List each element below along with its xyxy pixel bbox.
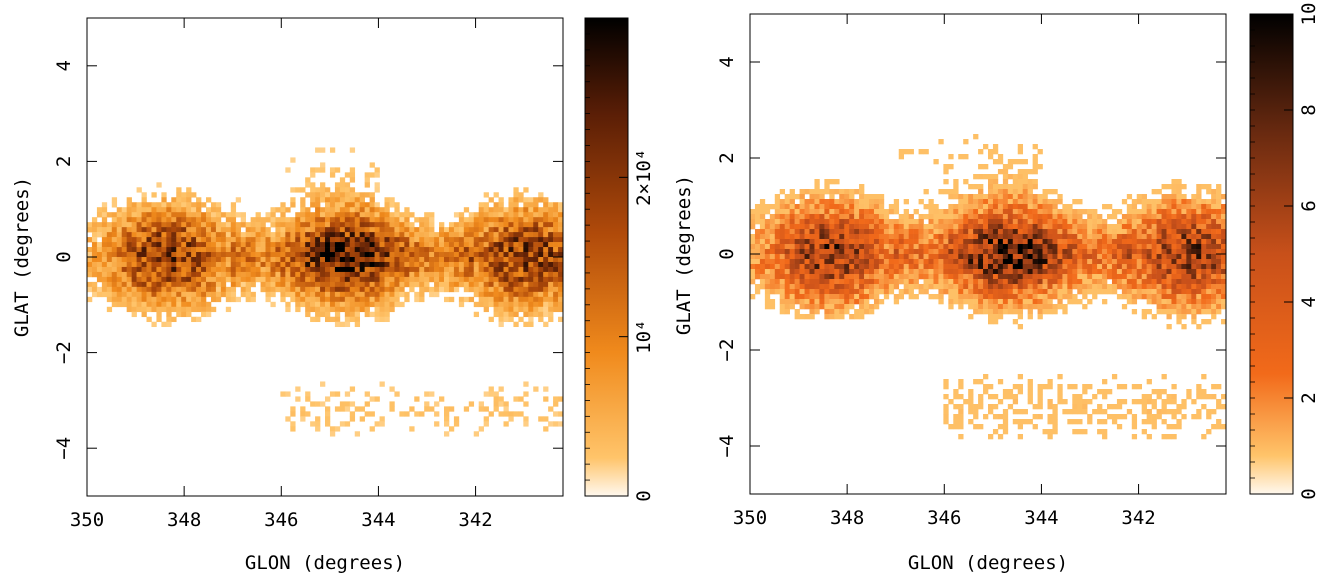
y-tick-label: −4 [716,435,738,458]
x-tick-label: 342 [1121,507,1155,529]
x-tick-label: 346 [264,509,298,531]
y-tick-label: 4 [53,60,75,71]
colorbar-tick-label: 2 [1298,392,1320,403]
left-heatmap-image [87,147,564,437]
colorbar-tick-label: 2×10⁴ [633,149,655,206]
left-y-axis: −4 −2 0 2 4 [53,60,563,460]
left-colorbar-ticks: 0 10⁴ 2×10⁴ [585,33,655,502]
y-tick-label: −4 [53,437,75,460]
y-tick-label: −2 [716,339,738,362]
right-colorbar-ticks: 0 2 4 6 8 10 [1250,3,1320,500]
x-tick-label: 342 [458,509,492,531]
x-tick-label: 344 [1024,507,1058,529]
left-y-axis-label: GLAT (degrees) [11,177,33,337]
colorbar-tick-label: 4 [1298,296,1320,307]
right-y-axis: −4 −2 0 2 4 [716,56,1226,457]
left-panel: 350 348 346 344 342 −4 −2 0 2 4 GLON (degrees) G… [11,17,655,574]
x-tick-label: 348 [167,509,201,531]
y-tick-label: −2 [53,341,75,364]
x-tick-label: 344 [361,509,395,531]
y-tick-label: 4 [716,56,738,67]
y-tick-label: 2 [53,156,75,167]
right-heatmap-image [750,134,1227,440]
x-tick-label: 350 [733,507,767,529]
right-y-axis-label: GLAT (degrees) [673,175,695,335]
colorbar-tick-label: 10 [1298,3,1320,26]
y-tick-label: 0 [53,251,75,262]
colorbar-tick-label: 0 [1298,488,1320,499]
left-x-axis-label: GLON (degrees) [245,552,405,574]
colorbar-tick-label: 6 [1298,200,1320,211]
colorbar-tick-label: 0 [633,490,655,501]
x-tick-label: 350 [70,509,104,531]
right-panel: 350 348 346 344 342 −4 −2 0 2 4 GLON (degrees) G… [673,3,1320,574]
right-x-axis-label: GLON (degrees) [908,552,1068,574]
right-x-axis: 350 348 346 344 342 [733,14,1156,529]
x-tick-label: 348 [830,507,864,529]
right-colorbar [1249,13,1294,495]
y-tick-label: 0 [716,248,738,259]
left-x-axis: 350 348 346 344 342 [70,18,493,531]
y-tick-label: 2 [716,152,738,163]
colorbar-tick-label: 10⁴ [633,320,655,354]
left-colorbar [584,17,629,497]
colorbar-tick-label: 8 [1298,104,1320,115]
x-tick-label: 346 [927,507,961,529]
